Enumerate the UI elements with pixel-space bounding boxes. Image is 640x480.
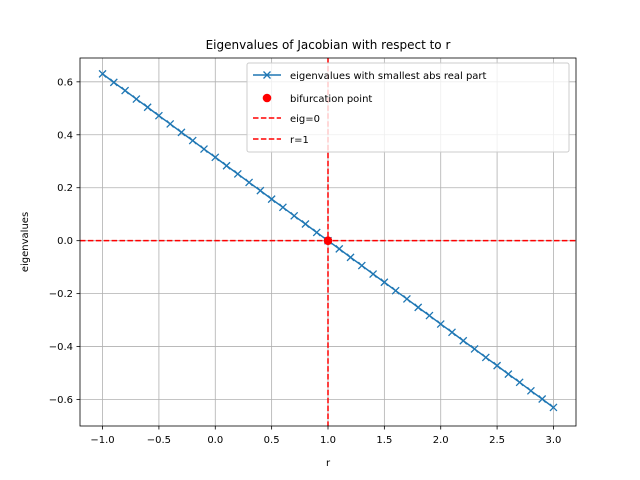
x-axis-label: r [326,458,331,469]
eigenvalue-marker [380,278,389,287]
eigenvalue-marker [166,119,175,128]
eigenvalue-marker [200,145,208,154]
eigenvalue-marker [346,253,355,262]
legend-label-r1: r=1 [290,135,309,146]
y-tick-label: 0.2 [57,183,73,194]
y-tick-label: −0.6 [49,395,73,406]
eigenvalue-marker [177,128,186,137]
eigenvalue-marker [222,161,231,170]
y-tick-label: −0.2 [49,289,73,300]
eigenvalue-marker [143,103,152,112]
legend-x-marker [263,71,271,79]
legend-label-bifurcation: bifurcation point [290,94,372,105]
eigenvalue-marker [109,78,118,87]
eigenvalue-marker [278,203,287,212]
eigenvalue-marker [132,95,141,103]
eigenvalue-marker [459,336,468,345]
y-axis-label: eigenvalues [20,212,31,272]
eigenvalue-marker [549,403,558,412]
eigenvalue-marker [312,228,321,237]
eigenvalue-marker [211,153,220,162]
eigenvalue-marker [436,320,445,329]
eigenvalue-marker [245,178,254,187]
y-tick-label: 0.6 [57,77,73,88]
y-tick-label: 0.0 [57,236,73,247]
x-tick-label: 1.5 [376,435,392,446]
x-tick-label: −0.5 [147,435,171,446]
y-tick-label: −0.4 [49,342,73,353]
eigenvalue-marker [301,220,310,228]
y-tick-label: 0.4 [57,130,73,141]
ticks: −1.0 −0.5 0.0 0.5 1.0 1.5 2.0 2.5 3.0 −0.6 −0.4 −0.… [49,77,562,446]
eigenvalue-marker [154,111,163,120]
eigenvalue-marker [402,294,411,303]
legend-label-eigenvalues: eigenvalues with smallest abs real part [290,71,487,82]
chart-title: Eigenvalues of Jacobian with respect to … [206,38,451,52]
x-tick-label: 0.0 [207,435,223,446]
x-tick-label: 0.5 [264,435,280,446]
legend-label-eig0: eig=0 [290,114,320,125]
x-tick-label: 2.0 [433,435,449,446]
eigenvalue-marker [335,244,344,253]
eigenvalue-marker [267,195,276,204]
eigenvalue-marker [481,353,490,362]
bifurcation-point [323,236,333,245]
eigenvalue-marker [538,395,547,403]
eigenvalue-marker [391,286,400,295]
eigenvalue-marker [290,211,299,220]
eigenvalue-marker [121,86,130,95]
eigenvalue-marker [233,170,242,178]
eigenvalue-marker [98,69,107,78]
eigenvalue-marker [369,270,378,278]
eigenvalue-marker [470,344,479,353]
x-tick-label: −1.0 [90,435,114,446]
x-tick-label: 2.5 [489,435,505,446]
legend: eigenvalues with smallest abs real part … [246,62,570,153]
eigenvalue-marker [425,311,434,320]
eigenvalue-marker [357,261,366,270]
eigenvalue-marker [504,370,513,379]
eigenvalue-marker [256,186,265,195]
x-tick-label: 3.0 [546,435,562,446]
eigenvalue-marker [493,361,502,370]
x-tick-label: 1.0 [320,435,336,446]
legend-swatch-bifurcation [262,93,272,103]
eigenvalue-marker [188,136,197,145]
legend-box [246,62,570,153]
eigenvalue-marker [526,386,535,395]
series-layer [98,69,558,412]
eigenvalue-marker [515,378,524,387]
eigenvalue-marker [414,303,423,312]
eigenvalue-marker [448,328,456,337]
